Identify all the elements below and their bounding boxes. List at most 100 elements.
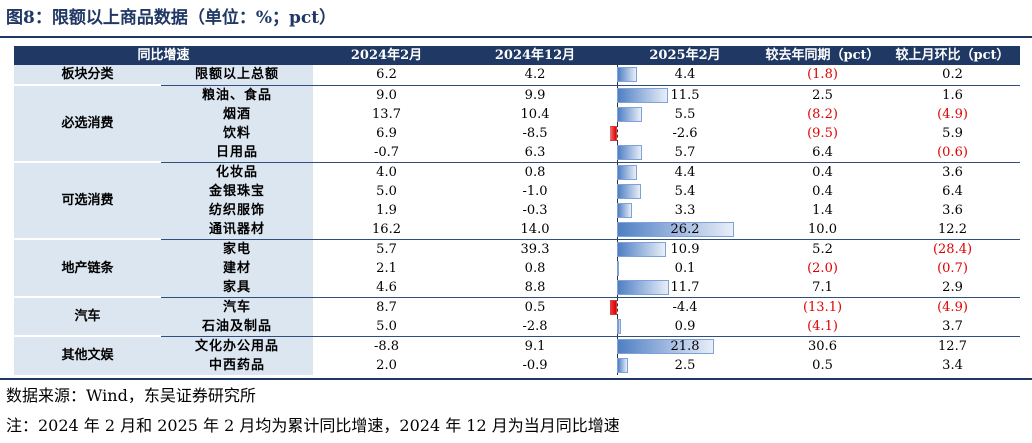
table-row: 通讯器材 16.2 14.0 26.2 10.0 12.2 bbox=[14, 219, 1020, 240]
table-row: 建材 2.1 0.8 0.1 (2.0) (0.7) bbox=[14, 258, 1020, 278]
table-row: 纺织服饰 1.9 -0.3 3.3 1.4 3.6 bbox=[14, 200, 1020, 220]
top-rule bbox=[0, 36, 1032, 38]
positive-data-bar bbox=[617, 318, 622, 334]
negative-data-bar bbox=[610, 299, 618, 315]
source-note: 数据来源：Wind，东吴证券研究所 bbox=[6, 386, 256, 405]
value-2024-feb-cell: 13.7 bbox=[372, 106, 401, 122]
mom-change-cell: 12.7 bbox=[885, 335, 1021, 356]
bar-value-label: 0.9 bbox=[674, 318, 696, 334]
mom-change-cell: (4.9) bbox=[885, 296, 1021, 317]
mom-change-cell: 2.9 bbox=[942, 279, 963, 295]
value-2024-feb-cell: 9.0 bbox=[313, 84, 461, 105]
value-2024-dec-cell: -1.0 bbox=[522, 183, 548, 199]
yoy-change-cell: (8.2) bbox=[807, 106, 838, 122]
figure-title: 图8：限额以上商品数据（单位：%；pct） bbox=[6, 8, 337, 28]
bar-value-label: 3.3 bbox=[674, 202, 696, 218]
value-2025-feb-cell: -2.6 bbox=[610, 123, 760, 143]
table-row: 地产链条 家电 5.7 39.3 10.9 5.2 (28.4) bbox=[14, 238, 1021, 297]
yoy-change-cell: 0.4 bbox=[812, 183, 833, 199]
table-row: 必选消费 粮油、食品 9.0 9.9 11.5 2.5 1.6 bbox=[14, 84, 1021, 162]
table-row: 家具 4.6 8.8 11.7 7.1 2.9 bbox=[14, 277, 1020, 297]
positive-data-bar bbox=[617, 164, 637, 180]
mom-change-cell: (0.7) bbox=[937, 260, 968, 276]
bar-value-label: 5.4 bbox=[674, 183, 696, 199]
table-row: 其他文娱 文化办公用品 -8.8 9.1 21.8 30.6 12.7 bbox=[14, 335, 1021, 375]
value-2024-dec-cell: -0.9 bbox=[522, 357, 548, 373]
item-name-cell: 烟酒 bbox=[161, 104, 314, 124]
positive-data-bar bbox=[617, 87, 669, 103]
value-2024-feb-cell: -0.7 bbox=[373, 144, 400, 160]
value-2025-feb-cell: 11.5 bbox=[610, 84, 761, 105]
mom-change-cell: 3.6 bbox=[942, 202, 963, 218]
table-body: 板块分类 限额以上总额 6.2 4.2 4.4 (1.8) 0.2 必选消费 粮油、食品 9.0 9… bbox=[14, 65, 1021, 375]
value-2024-feb-cell: 16.2 bbox=[372, 221, 401, 237]
yoy-change-cell: (2.0) bbox=[807, 260, 838, 276]
table-row: 烟酒 13.7 10.4 5.5 (8.2) (4.9) bbox=[14, 104, 1020, 124]
value-2025-feb-cell: 0.1 bbox=[610, 258, 760, 278]
value-2024-dec-cell: 0.5 bbox=[460, 296, 611, 317]
yoy-change-cell: 1.4 bbox=[812, 202, 833, 218]
header-yoy-change: 较去年同期（pct） bbox=[760, 46, 886, 65]
yoy-change-cell: 30.6 bbox=[760, 335, 886, 356]
positive-data-bar bbox=[617, 67, 637, 82]
value-2025-feb-cell: 26.2 bbox=[610, 219, 760, 240]
bar-value-label: -2.6 bbox=[672, 125, 698, 141]
yoy-change-cell: 0.5 bbox=[812, 357, 833, 373]
positive-data-bar bbox=[617, 221, 735, 237]
positive-data-bar bbox=[617, 106, 642, 122]
positive-data-bar bbox=[617, 183, 642, 199]
category-cell: 板块分类 bbox=[14, 65, 161, 85]
yoy-change-cell: (13.1) bbox=[760, 296, 886, 317]
value-2024-feb-cell: 2.0 bbox=[376, 357, 397, 373]
category-cell: 汽车 bbox=[14, 296, 161, 336]
bar-value-label: 4.4 bbox=[674, 164, 696, 180]
positive-data-bar bbox=[617, 357, 629, 373]
item-name-cell: 文化办公用品 bbox=[161, 335, 314, 356]
value-2024-dec-cell: 9.1 bbox=[460, 335, 611, 356]
positive-data-bar bbox=[617, 338, 715, 354]
value-2024-dec-cell: -0.3 bbox=[522, 202, 548, 218]
table-row: 板块分类 限额以上总额 6.2 4.2 4.4 (1.8) 0.2 bbox=[14, 65, 1020, 85]
yoy-change-cell: 2.5 bbox=[760, 84, 886, 105]
mom-change-cell: 3.7 bbox=[942, 318, 963, 334]
table-row: 饮料 6.9 -8.5 -2.6 (9.5) 5.9 bbox=[14, 123, 1020, 143]
positive-data-bar bbox=[617, 279, 670, 295]
bar-value-label: 4.4 bbox=[674, 67, 696, 83]
mom-change-cell: 6.4 bbox=[942, 183, 963, 199]
value-2024-feb-cell: 4.0 bbox=[313, 161, 461, 182]
bar-value-label: -4.4 bbox=[672, 299, 698, 315]
item-name-cell: 金银珠宝 bbox=[161, 181, 314, 201]
item-name-cell: 限额以上总额 bbox=[161, 65, 314, 85]
bar-value-label: 10.9 bbox=[670, 241, 700, 257]
header-2024-dec: 2024年12月 bbox=[460, 46, 611, 65]
yoy-change-cell: (4.1) bbox=[807, 318, 838, 334]
category-cell: 可选消费 bbox=[14, 161, 161, 239]
bar-value-label: 5.7 bbox=[674, 144, 696, 160]
yoy-change-cell: 0.4 bbox=[760, 161, 886, 182]
item-name-cell: 家电 bbox=[161, 238, 314, 259]
bar-value-label: 2.5 bbox=[674, 357, 696, 373]
footnote: 注：2024 年 2 月和 2025 年 2 月均为累计同比增速，2024 年 … bbox=[6, 416, 620, 435]
category-cell: 其他文娱 bbox=[14, 335, 161, 375]
value-2024-dec-cell: 0.8 bbox=[524, 260, 546, 276]
mom-change-cell: 3.6 bbox=[885, 161, 1021, 182]
bar-value-label: 26.2 bbox=[670, 221, 700, 237]
value-2024-dec-cell: 14.0 bbox=[520, 221, 550, 237]
bar-value-label: 11.5 bbox=[670, 87, 700, 103]
header-mom-change: 较上月环比（pct） bbox=[885, 46, 1021, 65]
mom-change-cell: (0.6) bbox=[937, 144, 968, 160]
yoy-change-cell: 6.4 bbox=[812, 144, 833, 160]
item-name-cell: 日用品 bbox=[161, 142, 314, 162]
yoy-change-cell: 5.2 bbox=[760, 238, 886, 259]
mom-change-cell: (28.4) bbox=[885, 238, 1021, 259]
yoy-change-cell: 10.0 bbox=[808, 221, 837, 237]
value-2024-dec-cell: 6.3 bbox=[524, 144, 546, 160]
value-2025-feb-cell: 4.4 bbox=[610, 161, 761, 182]
positive-data-bar bbox=[617, 144, 643, 160]
value-2024-feb-cell: 2.1 bbox=[376, 260, 397, 276]
positive-data-bar bbox=[617, 202, 632, 218]
positive-data-bar bbox=[617, 241, 666, 257]
value-2024-dec-cell: 9.9 bbox=[460, 84, 611, 105]
table-row: 日用品 -0.7 6.3 5.7 6.4 (0.6) bbox=[14, 142, 1020, 162]
table-row: 中西药品 2.0 -0.9 2.5 0.5 3.4 bbox=[14, 355, 1020, 375]
